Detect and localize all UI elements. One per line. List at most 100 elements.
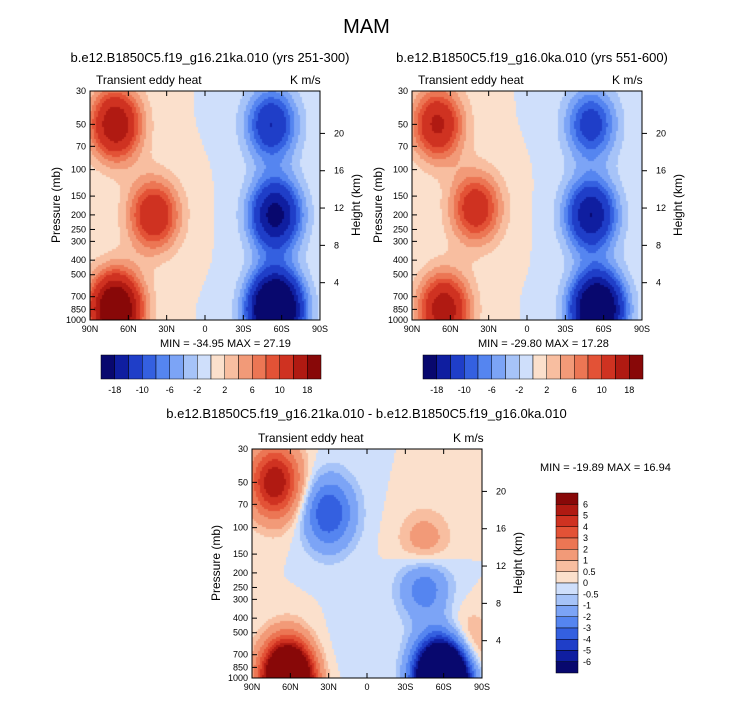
panel3-y2tick-label: 4 (496, 636, 501, 646)
panel2-colorbar-label: -10 (458, 385, 471, 395)
panel2-ytick-label: 100 (393, 165, 408, 175)
panel3-colorbar-box (555, 560, 579, 572)
panel3-y2tick-label: 12 (496, 561, 506, 571)
panel1-ytick-label: 150 (71, 191, 86, 201)
panel2-colorbar-box (574, 354, 589, 380)
panel2-colorbar-box (464, 354, 479, 380)
panel2-y2tick-label: 4 (656, 278, 661, 288)
panel3-colorbar-label: 0.5 (583, 567, 596, 577)
panel1-ytick-label: 1000 (66, 315, 86, 325)
panel1-colorbar-box (197, 354, 212, 380)
panel2-y2tick-label: 20 (656, 128, 666, 138)
panel1-y2tick-label: 4 (334, 278, 339, 288)
panel2-xtick-label: 30S (557, 324, 573, 334)
panel3-xtick-label: 60S (436, 682, 452, 692)
panel2-colorbar-box (615, 354, 630, 380)
panel1-colorbar-label: 10 (275, 385, 285, 395)
panel2-colorbar-box (505, 354, 520, 380)
panel3-plot (252, 449, 482, 678)
panel3-colorbar-box (555, 537, 579, 550)
panel3-colorbar-label: 4 (583, 522, 588, 532)
panel2-y2tick-label: 8 (656, 240, 661, 250)
panel2-title: b.e12.B1850C5.f19_g16.0ka.010 (yrs 551-6… (396, 50, 668, 65)
panel2-colorbar-box (532, 354, 547, 380)
panel1-xtick-label: 30S (235, 324, 251, 334)
panel2-heatmap (412, 91, 642, 320)
panel3-right-label: K m/s (453, 431, 484, 445)
panel3-colorbar-box (555, 504, 579, 516)
panel2-ytick-label: 400 (393, 255, 408, 265)
panel2-ytick-label: 70 (398, 141, 408, 151)
panel1-colorbar-label: -6 (166, 385, 174, 395)
panel1-colorbar-box (169, 354, 184, 380)
panel3-heatmap (252, 449, 482, 678)
panel3-colorbar-label: 1 (583, 556, 588, 566)
panel1-ytick-label: 850 (71, 304, 86, 314)
panel3-colorbar-label: -2 (583, 612, 591, 622)
panel1-ytick-label: 250 (71, 224, 86, 234)
panel2-ytick-label: 30 (398, 86, 408, 96)
panel1-heatmap (90, 91, 320, 320)
panel3-colorbar-box (555, 526, 579, 539)
panel3-y2tick-label: 20 (496, 486, 506, 496)
panel3-title: b.e12.B1850C5.f19_g16.21ka.010 - b.e12.B… (166, 406, 567, 421)
panel3-colorbar-box (555, 616, 579, 629)
panel2-colorbar-box (519, 354, 534, 380)
panel3-colorbar-label: -0.5 (583, 589, 599, 599)
panel2-colorbar-box (422, 354, 437, 380)
panel3-colorbar-box (555, 594, 579, 606)
panel3-colorbar-box (555, 582, 579, 595)
panel2-frame (411, 90, 643, 321)
panel3-ytick-label: 400 (233, 613, 248, 623)
panel2-xtick-label: 0 (524, 324, 529, 334)
panel3-colorbar-box (555, 492, 579, 505)
panel1-ytick-label: 200 (71, 210, 86, 220)
panel1-ytick-label: 30 (76, 86, 86, 96)
panel1-colorbar-label: -10 (136, 385, 149, 395)
panel3-colorbar-box (555, 650, 579, 662)
panel2-ytick-label: 700 (393, 292, 408, 302)
panel2-ytick-label: 300 (393, 236, 408, 246)
panel1-colorbar-box (183, 354, 198, 380)
panel3-ytick-label: 150 (233, 549, 248, 559)
panel3-ytick-label: 1000 (228, 673, 248, 683)
panel2-xtick-label: 90S (634, 324, 650, 334)
panel1-y2tick-label: 8 (334, 240, 339, 250)
panel3-colorbar-box (555, 549, 579, 561)
panel1-colorbar-label: 6 (250, 385, 255, 395)
panel2-stats: MIN = -29.80 MAX = 17.28 (478, 338, 609, 350)
panel3-ytick-label: 700 (233, 650, 248, 660)
panel1-ytick-label: 300 (71, 236, 86, 246)
panel2-ytick-label: 500 (393, 270, 408, 280)
panel2-colorbar-box (436, 354, 451, 380)
panel2-plot (412, 91, 642, 320)
panel3-colorbar-label: -4 (583, 634, 591, 644)
panel1-ytick-label: 700 (71, 292, 86, 302)
panel1-ytick-label: 50 (76, 119, 86, 129)
panel3-xtick-label: 30S (397, 682, 413, 692)
panel1-plot (90, 91, 320, 320)
panel3-colorbar-label: -3 (583, 623, 591, 633)
panel2-colorbar-box (560, 354, 575, 380)
panel2-colorbar-label: 10 (597, 385, 607, 395)
panel2-colorbar-box (629, 354, 644, 380)
panel1-xtick-label: 90N (82, 324, 99, 334)
panel2-ytick-label: 200 (393, 210, 408, 220)
panel3-ytick-label: 300 (233, 594, 248, 604)
panel1-title: b.e12.B1850C5.f19_g16.21ka.010 (yrs 251-… (70, 50, 350, 65)
panel3-ytick-label: 200 (233, 568, 248, 578)
panel1-xtick-label: 60N (120, 324, 137, 334)
panel3-colorbar-label: 2 (583, 544, 588, 554)
panel3-left-label: Transient eddy heat (258, 431, 364, 445)
panel2-ytick-label: 150 (393, 191, 408, 201)
panel3-xtick-label: 90S (474, 682, 490, 692)
panel1-xtick-label: 30N (158, 324, 175, 334)
panel1-colorbar-label: -2 (193, 385, 201, 395)
panel2-colorbar-label: -6 (488, 385, 496, 395)
panel3-colorbar-label: -1 (583, 601, 591, 611)
panel3-colorbar-label: -5 (583, 646, 591, 656)
panel1-colorbar-box (252, 354, 267, 380)
panel2-xtick-label: 60S (596, 324, 612, 334)
figure-title: MAM (343, 16, 390, 38)
